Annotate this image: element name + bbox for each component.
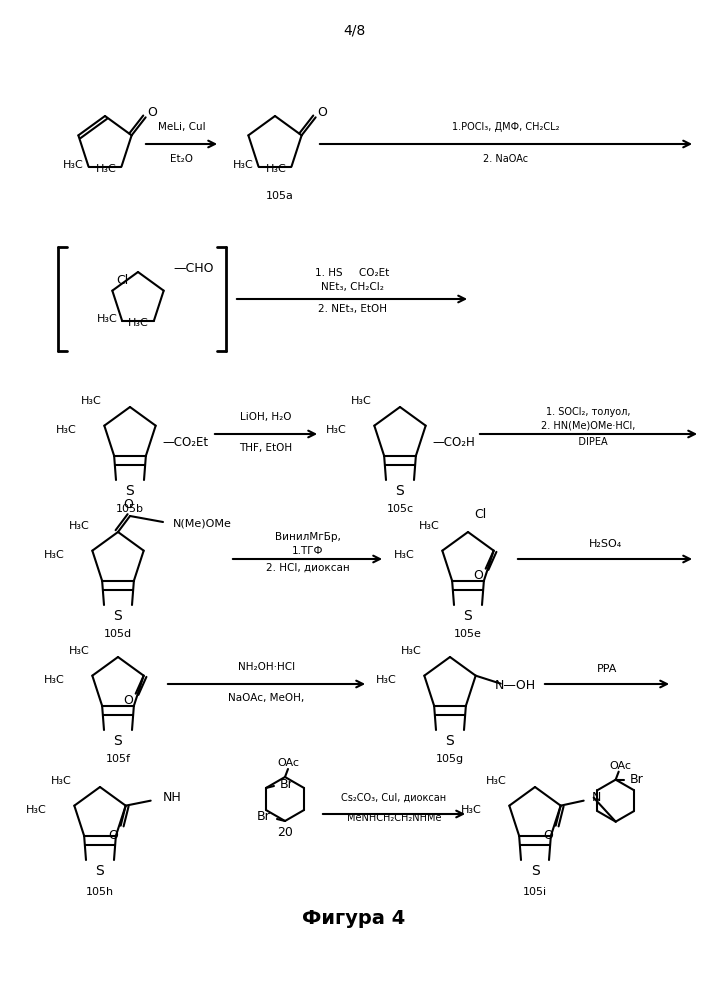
Text: H₃C: H₃C	[486, 776, 507, 786]
Text: 1. SOCl₂, толуол,: 1. SOCl₂, толуол,	[547, 407, 631, 417]
Text: Cl: Cl	[474, 507, 486, 520]
Text: —CO₂Et: —CO₂Et	[162, 436, 208, 449]
Text: H₃C: H₃C	[96, 164, 116, 174]
Text: NH₂OH·HCl: NH₂OH·HCl	[238, 662, 295, 672]
Text: 105e: 105e	[454, 629, 482, 639]
Text: 105h: 105h	[86, 887, 114, 897]
Text: H₃C: H₃C	[326, 425, 346, 435]
Text: H₃C: H₃C	[44, 549, 64, 559]
Text: PPA: PPA	[597, 664, 617, 674]
Text: Cl: Cl	[116, 274, 128, 287]
Text: H₃C: H₃C	[25, 804, 46, 814]
Text: O: O	[109, 829, 119, 842]
Text: 20: 20	[277, 826, 293, 839]
Text: Br: Br	[257, 810, 271, 823]
Text: S: S	[396, 484, 404, 498]
Text: H₃C: H₃C	[69, 521, 90, 531]
Text: O: O	[544, 829, 554, 842]
Text: 105c: 105c	[387, 504, 413, 514]
Text: Br: Br	[629, 773, 644, 786]
Text: 2. NaOAc: 2. NaOAc	[484, 154, 529, 164]
Text: Cs₂CO₃, CuI, диоксан: Cs₂CO₃, CuI, диоксан	[341, 793, 447, 803]
Text: NaOAc, MeOH,: NaOAc, MeOH,	[229, 693, 304, 703]
Text: H₃C: H₃C	[375, 674, 396, 684]
Text: OAc: OAc	[610, 760, 632, 770]
Text: O: O	[148, 106, 158, 119]
Text: S: S	[464, 609, 472, 623]
Text: 2. NEt₃, EtOH: 2. NEt₃, EtOH	[317, 304, 387, 314]
Text: 105g: 105g	[436, 754, 464, 764]
Text: H₃C: H₃C	[44, 674, 64, 684]
Text: 105b: 105b	[116, 504, 144, 514]
Text: H₃C: H₃C	[419, 521, 440, 531]
Text: O: O	[474, 569, 484, 582]
Text: H₃C: H₃C	[233, 160, 253, 170]
Text: —CHO: —CHO	[173, 263, 214, 276]
Text: 105f: 105f	[105, 754, 130, 764]
Text: 105d: 105d	[104, 629, 132, 639]
Text: N(Me)OMe: N(Me)OMe	[173, 519, 232, 529]
Text: H₃C: H₃C	[55, 425, 76, 435]
Text: O: O	[123, 498, 133, 510]
Text: H₂SO₄: H₂SO₄	[588, 539, 622, 549]
Text: 1. HS     CO₂Et: 1. HS CO₂Et	[315, 268, 389, 278]
Text: 1.ТГФ: 1.ТГФ	[292, 546, 324, 556]
Text: S: S	[96, 864, 104, 878]
Text: 105a: 105a	[266, 191, 294, 201]
Text: S: S	[113, 609, 122, 623]
Text: H₃C: H₃C	[63, 160, 84, 170]
Text: 4/8: 4/8	[343, 24, 365, 38]
Text: H₃C: H₃C	[461, 804, 481, 814]
Text: LiOH, H₂O: LiOH, H₂O	[240, 412, 292, 422]
Text: 2. HCl, диоксан: 2. HCl, диоксан	[266, 563, 349, 573]
Text: S: S	[445, 734, 455, 748]
Text: NEt₃, CH₂Cl₂: NEt₃, CH₂Cl₂	[321, 282, 384, 292]
Text: H₃C: H₃C	[96, 314, 117, 324]
Text: 1.POCl₃, ДМФ, CH₂CL₂: 1.POCl₃, ДМФ, CH₂CL₂	[452, 122, 560, 132]
Text: H₃C: H₃C	[128, 318, 149, 328]
Text: H₃C: H₃C	[51, 776, 72, 786]
Text: OAc: OAc	[277, 758, 299, 768]
Text: NH: NH	[163, 791, 181, 804]
Text: ВинилМгБр,: ВинилМгБр,	[275, 532, 341, 542]
Text: 2. HN(Me)OMe·HCl,: 2. HN(Me)OMe·HCl,	[542, 421, 636, 431]
Text: DIPEA: DIPEA	[569, 437, 607, 447]
Text: Et₂O: Et₂O	[170, 154, 193, 164]
Text: H₃C: H₃C	[394, 549, 414, 559]
Text: Фигура 4: Фигура 4	[302, 909, 406, 928]
Text: MeNHCH₂CH₂NHMe: MeNHCH₂CH₂NHMe	[347, 813, 441, 823]
Text: O: O	[124, 694, 134, 707]
Text: H₃C: H₃C	[401, 646, 422, 656]
Text: —CO₂H: —CO₂H	[432, 436, 475, 449]
Text: S: S	[113, 734, 122, 748]
Text: H₃C: H₃C	[81, 396, 102, 406]
Text: THF, EtOH: THF, EtOH	[239, 443, 292, 453]
Text: N—OH: N—OH	[495, 679, 536, 692]
Text: S: S	[125, 484, 135, 498]
Text: Br: Br	[280, 777, 294, 790]
Text: MeLi, CuI: MeLi, CuI	[158, 122, 205, 132]
Text: O: O	[318, 106, 328, 119]
Text: H₃C: H₃C	[266, 164, 287, 174]
Text: 105i: 105i	[523, 887, 547, 897]
Text: N: N	[592, 791, 601, 804]
Text: H₃C: H₃C	[351, 396, 372, 406]
Text: S: S	[530, 864, 539, 878]
Text: H₃C: H₃C	[69, 646, 90, 656]
